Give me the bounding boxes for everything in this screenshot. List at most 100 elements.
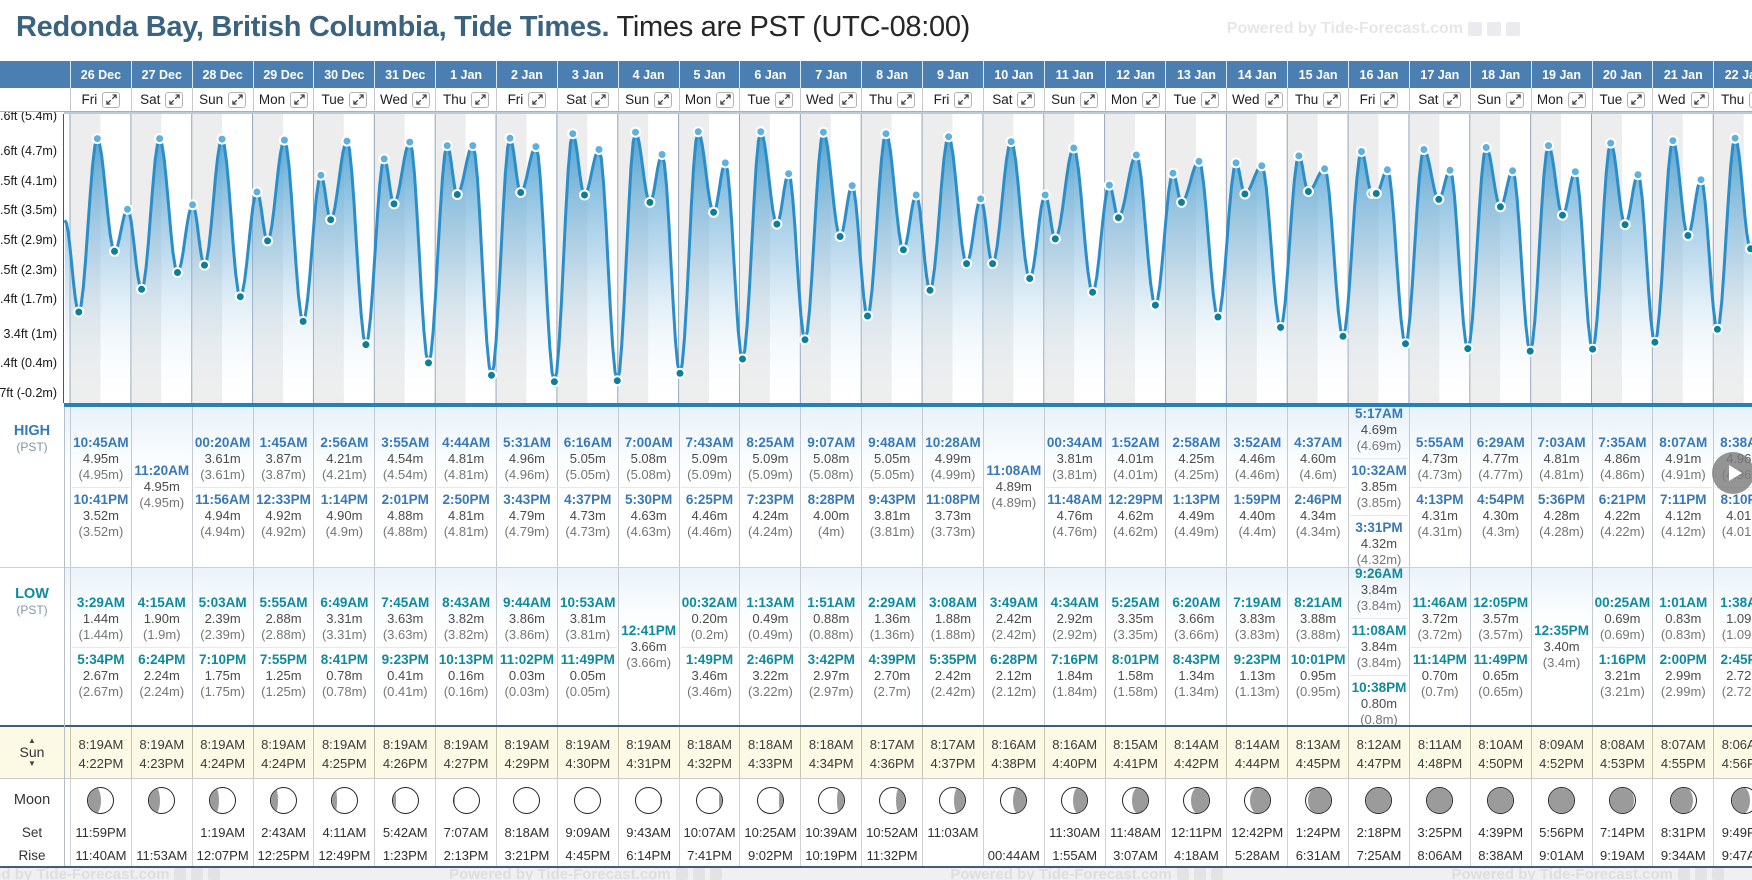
low-tide-marker xyxy=(579,189,590,201)
tide-height: 4.77m xyxy=(1482,450,1519,466)
expand-day-button[interactable] xyxy=(716,91,735,108)
tide-time: 6:25PM xyxy=(685,491,734,507)
expand-day-button[interactable] xyxy=(290,91,309,108)
watermark-icon xyxy=(675,868,688,880)
tide-time: 1:59PM xyxy=(1233,491,1281,507)
date-cell: 10 Jan xyxy=(982,61,1044,88)
sun-cell: 8:19AM 4:24PM xyxy=(191,727,253,780)
tide-event: 7:55PM 1.25m (1.25m) xyxy=(254,646,313,700)
expand-day-button[interactable] xyxy=(1380,91,1399,108)
tide-height: 2.42m xyxy=(995,610,1032,626)
expand-day-button[interactable] xyxy=(471,91,490,108)
tide-height-secondary: (0.69m) xyxy=(1600,626,1645,642)
expand-day-button[interactable] xyxy=(1080,91,1099,108)
weekday-cell: Sun xyxy=(1469,88,1531,111)
tide-time: 7:00AM xyxy=(624,434,673,450)
tide-event: 10:13PM 0.16m (0.16m) xyxy=(437,646,496,700)
tide-height: 0.70m xyxy=(1421,667,1458,683)
sun-cell: 8:19AM 4:30PM xyxy=(556,727,618,780)
expand-icon xyxy=(595,94,606,105)
expand-day-button[interactable] xyxy=(102,91,121,108)
moon-shade xyxy=(1731,788,1750,813)
tide-time: 3:49AM xyxy=(989,594,1038,610)
high-tide-marker xyxy=(1103,179,1115,191)
weekday-cell: Wed xyxy=(800,88,861,111)
tide-height: 4.60m xyxy=(1300,450,1337,466)
low-tide-marker xyxy=(1337,330,1349,342)
moon-phase-icon xyxy=(1304,787,1332,814)
scroll-right-button[interactable] xyxy=(1712,452,1752,494)
expand-day-button[interactable] xyxy=(165,91,184,108)
expand-day-button[interactable] xyxy=(528,91,547,108)
tide-cell: 1:38AM1.09m(1.09m)2:45PM2.72m(2.72m) xyxy=(1713,568,1752,726)
low-tide-marker xyxy=(1370,188,1382,199)
watermark-icon xyxy=(1210,868,1223,880)
low-tide-marker xyxy=(1212,311,1224,323)
high-tide-marker xyxy=(1632,169,1644,181)
tide-event: 2:00PM 2.99m (2.99m) xyxy=(1654,646,1713,700)
expand-day-button[interactable] xyxy=(1568,91,1587,108)
tide-height-secondary: (4.73m) xyxy=(1417,466,1463,482)
expand-day-button[interactable] xyxy=(1506,91,1525,108)
moon-shade xyxy=(453,788,455,813)
chevron-right-icon xyxy=(1729,465,1742,481)
tide-height: 4.99m xyxy=(934,450,972,466)
expand-day-button[interactable] xyxy=(1142,91,1161,108)
expand-day-button[interactable] xyxy=(591,91,610,108)
expand-day-button[interactable] xyxy=(838,91,857,108)
expand-day-button[interactable] xyxy=(1017,91,1036,108)
expand-day-button[interactable] xyxy=(349,91,368,108)
tide-height: 0.20m xyxy=(691,610,728,626)
tide-height: 5.08m xyxy=(630,450,667,466)
sunrise-time: 8:19AM xyxy=(261,736,306,752)
watermark-text: Powered by Tide-Forecast.com xyxy=(449,868,671,880)
sunset-time: 4:33PM xyxy=(747,755,793,771)
y-axis-tick: 15.6ft (4.7m) xyxy=(0,144,57,158)
tide-cell: 2:56AM 4.21m (4.21m) 1:14PM 4.90m (4.9m) xyxy=(313,407,374,567)
sunset-time: 4:31PM xyxy=(626,755,672,771)
tide-time: 7:19AM xyxy=(1233,594,1282,610)
moonset-time: 10:25AM xyxy=(739,821,800,844)
tide-time: 8:10PM xyxy=(1720,491,1752,507)
tide-height-secondary: (3.73m) xyxy=(930,523,976,539)
expand-day-button[interactable] xyxy=(1627,91,1646,108)
expand-day-button[interactable] xyxy=(1323,91,1342,108)
expand-day-button[interactable] xyxy=(228,91,247,108)
expand-day-button[interactable] xyxy=(654,91,673,108)
moon-shade xyxy=(1427,788,1453,813)
expand-day-button[interactable] xyxy=(1443,91,1462,108)
expand-day-button[interactable] xyxy=(1264,91,1283,108)
moon-phase-icon xyxy=(756,787,784,814)
low-tide-marker xyxy=(1176,196,1187,208)
watermark-icon xyxy=(1193,868,1206,880)
expand-day-button[interactable] xyxy=(775,91,794,108)
tide-height-secondary: (0.7m) xyxy=(1421,683,1459,699)
moonset-time: 4:11AM xyxy=(313,821,374,844)
high-tide-marker xyxy=(817,126,829,138)
weekday-cell: Thu xyxy=(435,88,496,111)
tide-event: 9:44AM 3.86m (3.86m) xyxy=(498,595,556,643)
low-tide-marker xyxy=(1112,212,1124,224)
tide-height: 4.95m xyxy=(82,450,119,466)
tide-height-secondary: (2.39m) xyxy=(200,626,246,642)
moon-shade xyxy=(88,788,102,813)
expand-day-button[interactable] xyxy=(954,91,973,108)
date-cell: 18 Jan xyxy=(1469,61,1531,88)
sun-cell: 8:09AM 4:52PM xyxy=(1530,727,1592,780)
tide-event: 8:21AM 3.88m (3.88m) xyxy=(1289,595,1347,643)
moonrise-time: 8:38AM xyxy=(1469,844,1531,866)
tide-height: 3.87m xyxy=(265,450,302,466)
expand-day-button[interactable] xyxy=(897,91,916,108)
tide-height: 0.83m xyxy=(1665,610,1702,626)
tide-cell: 00:32AM 0.20m (0.2m) 1:49PM 3.46m (3.46m) xyxy=(678,568,740,726)
sunrise-time: 8:14AM xyxy=(1234,736,1280,752)
tide-time: 8:43AM xyxy=(442,594,491,610)
expand-day-button[interactable] xyxy=(1749,91,1752,108)
sunset-time: 4:27PM xyxy=(443,755,489,771)
weekday-cell: Fri xyxy=(1348,88,1409,111)
tide-height-secondary: (4.88m) xyxy=(382,523,428,539)
expand-day-button[interactable] xyxy=(412,91,431,108)
expand-day-button[interactable] xyxy=(1690,91,1709,108)
tide-height: 3.81m xyxy=(1056,450,1093,466)
expand-day-button[interactable] xyxy=(1201,91,1220,108)
